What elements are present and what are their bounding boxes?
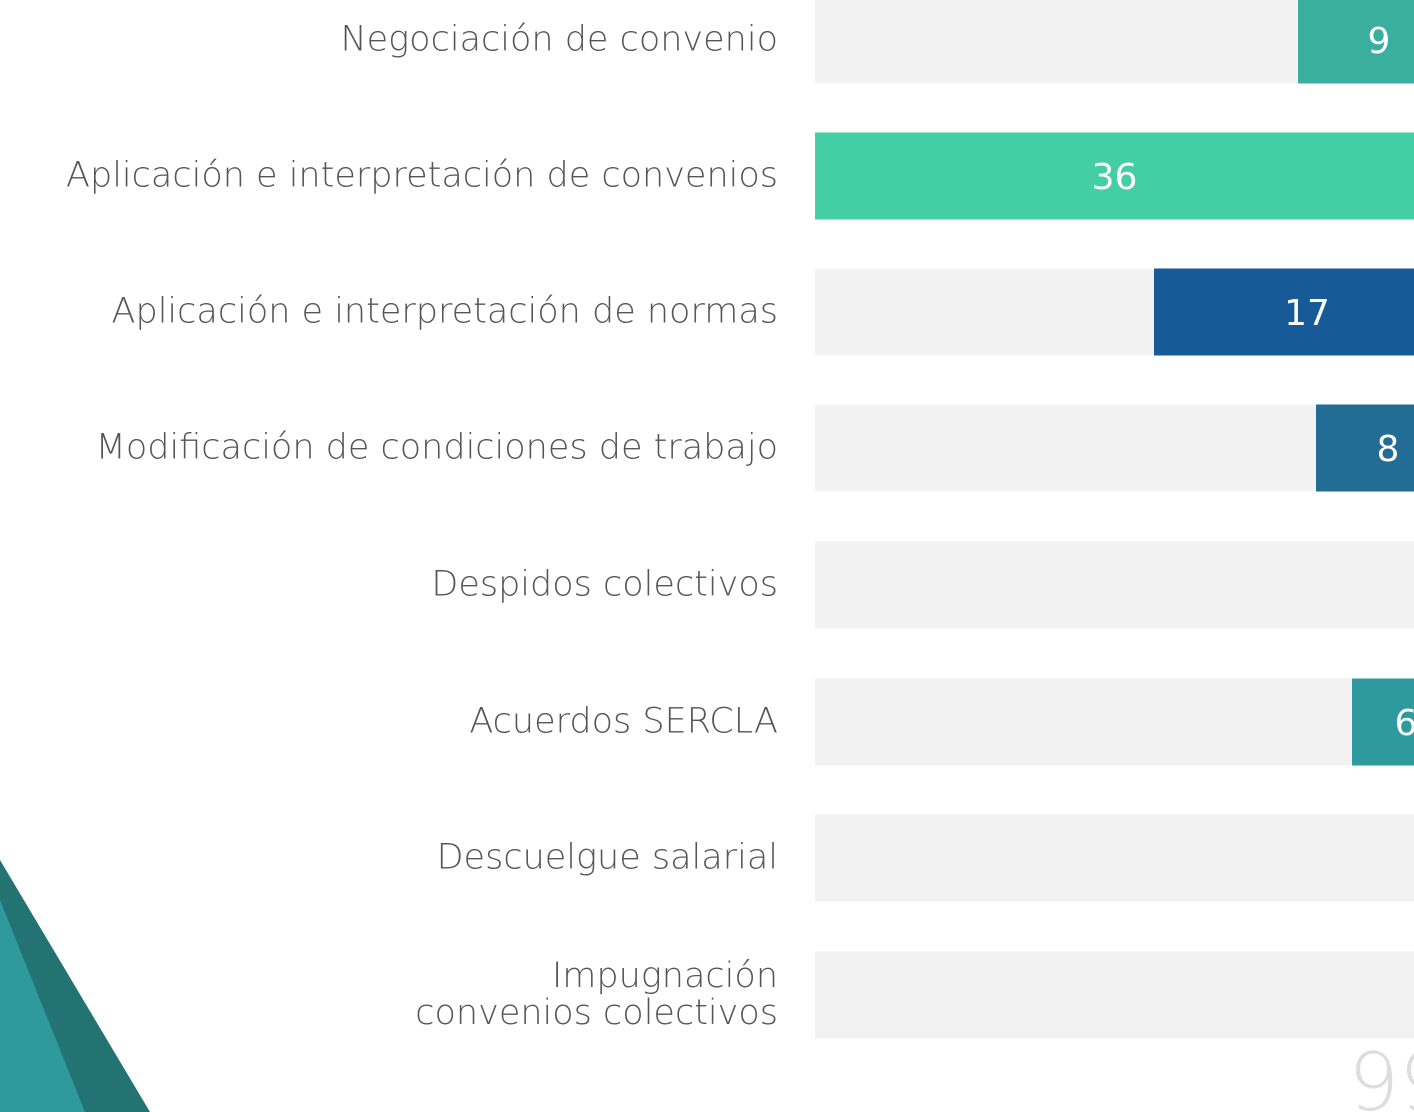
bar — [1316, 404, 1414, 492]
bar-track — [815, 678, 1414, 766]
value-label: 17 — [1284, 293, 1330, 334]
page-number: 99 — [1348, 1036, 1414, 1112]
category-label: Aplicación e interpretación de convenios — [66, 155, 778, 196]
bar — [1298, 0, 1414, 84]
bar — [1154, 268, 1414, 356]
bar-track — [815, 541, 1414, 629]
category-label: Impugnación convenios colectivos — [415, 956, 778, 1033]
category-label: Despidos colectivos — [431, 564, 778, 605]
category-label: Descuelgue salarial — [436, 837, 778, 878]
value-label: 9 — [1368, 21, 1391, 62]
category-label: Aplicación e interpretación de normas — [111, 291, 778, 332]
decor-triangle — [0, 900, 85, 1112]
bar-track — [815, 404, 1414, 492]
bar — [1352, 678, 1414, 766]
value-label: 8 — [1377, 429, 1400, 470]
bar-track — [815, 814, 1414, 902]
value-label: 36 — [1092, 157, 1138, 198]
category-label: Acuerdos SERCLA — [469, 701, 778, 742]
bar-track — [815, 951, 1414, 1039]
bar — [815, 132, 1414, 220]
value-label: 6 — [1395, 703, 1414, 744]
category-label: Modificación de condiciones de trabajo — [95, 427, 778, 468]
category-label: Negociación de convenio — [340, 19, 778, 60]
